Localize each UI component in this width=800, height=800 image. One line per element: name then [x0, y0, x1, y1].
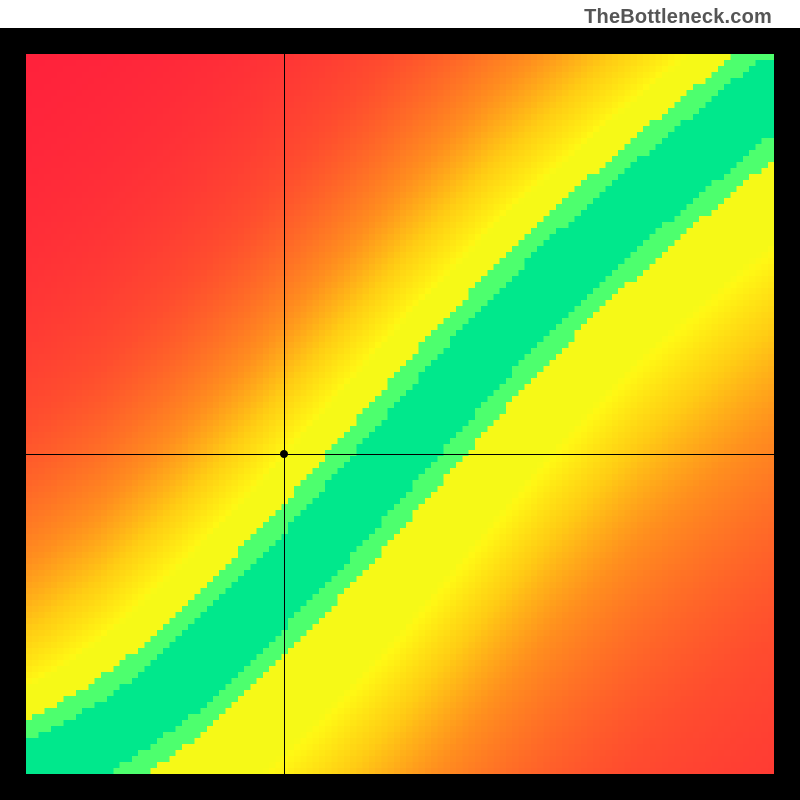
watermark-text: TheBottleneck.com: [584, 6, 772, 29]
crosshair-horizontal-line: [26, 454, 774, 455]
heatmap-plot-area: [26, 54, 774, 774]
crosshair-vertical-line: [284, 54, 285, 774]
heatmap-canvas: [26, 54, 774, 774]
crosshair-dot: [280, 450, 288, 458]
chart-outer-frame: [0, 28, 800, 800]
